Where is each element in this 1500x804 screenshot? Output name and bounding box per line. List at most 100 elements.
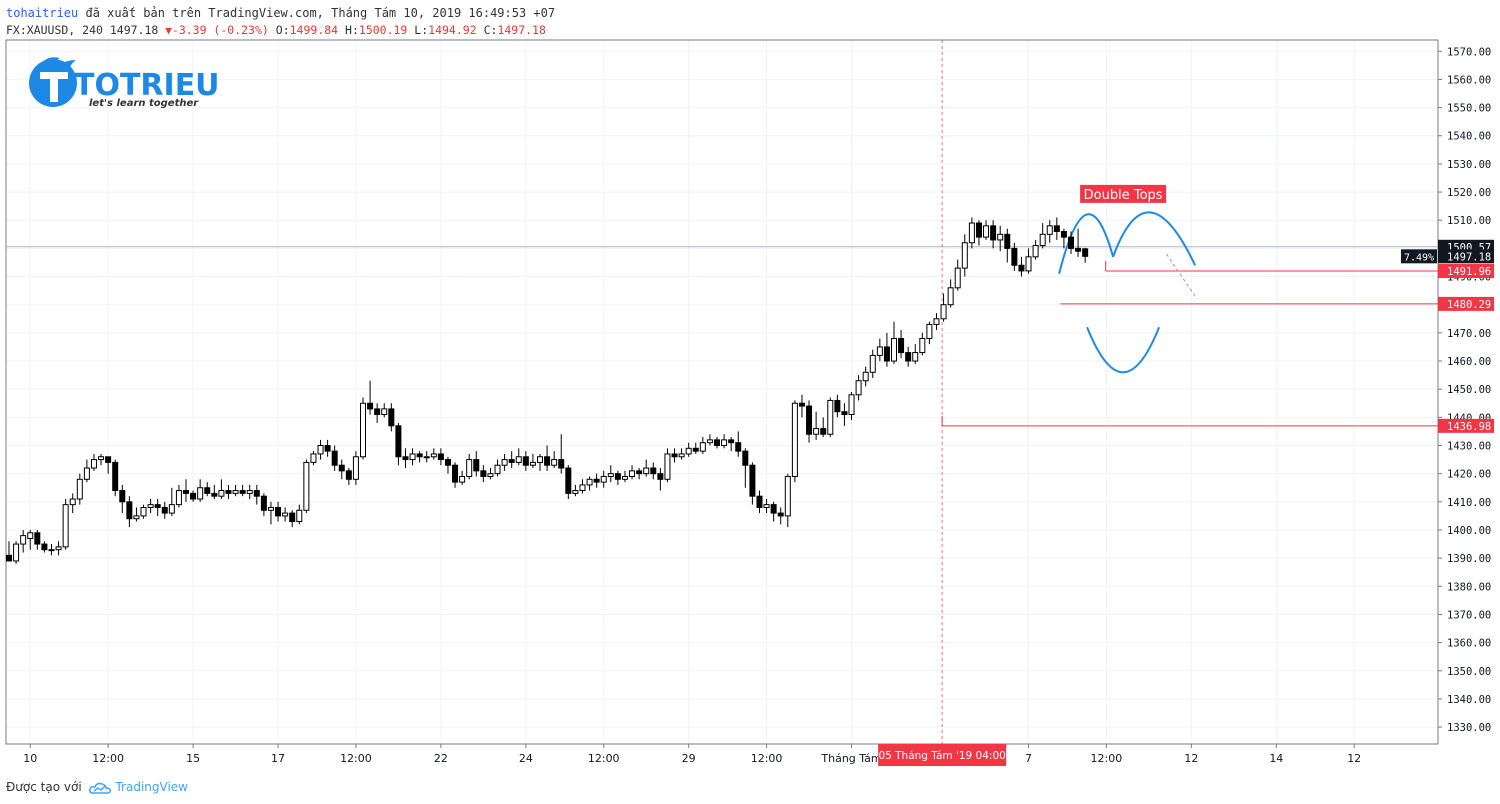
candle [784,473,791,528]
candle [20,529,27,553]
y-tick-label: 1470.00 [1447,328,1491,340]
close-value: 1497.18 [497,23,546,37]
candle-body-up [147,504,154,508]
candle [275,501,282,522]
tradingview-link[interactable]: TradingView [115,780,188,794]
candle-body-up [876,346,883,356]
candle [855,375,862,401]
time-scale: 10 12:00 15 17 12:00 22 24 12:00 29 12:00 Tháng Tá… [23,744,1361,766]
candle-body-up [706,439,713,444]
candle-body-down [714,439,720,447]
candle-body-down [728,439,735,444]
flame-icon [38,57,76,72]
candle [961,234,968,277]
candle [494,459,501,477]
candle-body-down [211,492,218,497]
candle [621,470,628,483]
candle-body-down [6,554,12,562]
y-tick-label: 1460.00 [1447,356,1491,368]
candle-body-down [437,453,444,461]
candle [437,448,444,466]
candle-body-up [862,371,869,382]
candle-body-up [643,467,650,475]
candle [501,453,508,471]
candle [558,434,565,474]
candle [183,479,189,502]
candle-body-up [515,456,522,463]
candle-body-down [239,490,246,494]
candle [204,482,211,497]
candle-body-down [183,490,189,494]
candle-body-up [352,456,359,480]
candle-body-down [395,425,402,458]
candle [508,451,515,469]
candle [69,493,76,514]
x-tick-label: 12 [1184,752,1198,765]
candle-body-down [204,487,211,494]
candle [692,442,699,454]
candle [6,541,12,562]
candle [954,259,961,291]
candle [607,465,614,483]
candle [260,493,267,516]
candle [480,465,487,483]
candle [926,321,933,345]
candle-body-down [798,402,805,407]
author-link[interactable]: tohaitrieu [6,6,79,20]
candle-body-down [402,456,409,461]
candle [218,479,225,500]
candle-body-down [756,495,763,508]
candle [161,501,168,519]
candle [883,332,890,367]
candle-body-up [537,456,543,463]
logo-t-stem [50,72,58,102]
x-tick-label: 22 [434,752,448,765]
candle [147,499,154,514]
candle-body-up [586,478,593,486]
candle [452,462,459,488]
candle-body-up [919,337,926,354]
candle-body-down [820,428,827,435]
pattern-label-bg [1080,184,1167,203]
candle [586,476,593,491]
close-label: C: [483,23,498,37]
created-with-text: Được tạo với [6,780,82,794]
y-tick-label: 1520.00 [1447,187,1491,199]
candle-body-up [197,487,204,500]
candle [770,501,777,522]
candle-body-up [83,467,90,480]
price-change: -3.39 (-0.23%) [171,23,269,37]
y-tick-label: 1370.00 [1447,609,1491,621]
price-tag-text: 1497.18 [1447,251,1491,263]
candle [267,501,274,525]
candle-body-up [827,399,834,435]
candle-body-up [685,447,692,455]
candle-body-up [232,490,239,494]
candle [579,479,586,494]
candle [119,484,126,514]
candle [381,403,388,418]
candle [749,462,756,505]
y-tick-label: 1390.00 [1447,553,1491,565]
candle-body-down [544,456,551,466]
candle-body-down [614,473,621,480]
candles-layer [6,217,1089,564]
candle-body-up [572,490,579,494]
candle [1011,242,1018,271]
candle-body-down [190,492,197,500]
candle-body-up [218,490,225,497]
candle [409,448,416,466]
candle [303,459,310,514]
double-top-arc-left [1058,213,1115,274]
candle [232,484,239,497]
candle [62,499,69,550]
percent-tag: 7.49% [1401,249,1437,264]
candle [834,394,841,418]
candle [572,484,579,497]
candle-body-up [940,304,947,320]
crosshair-time-bg [878,744,1007,766]
candle-body-down [34,532,41,545]
candle-body-up [600,475,607,483]
x-tick-label: 12:00 [588,752,620,765]
